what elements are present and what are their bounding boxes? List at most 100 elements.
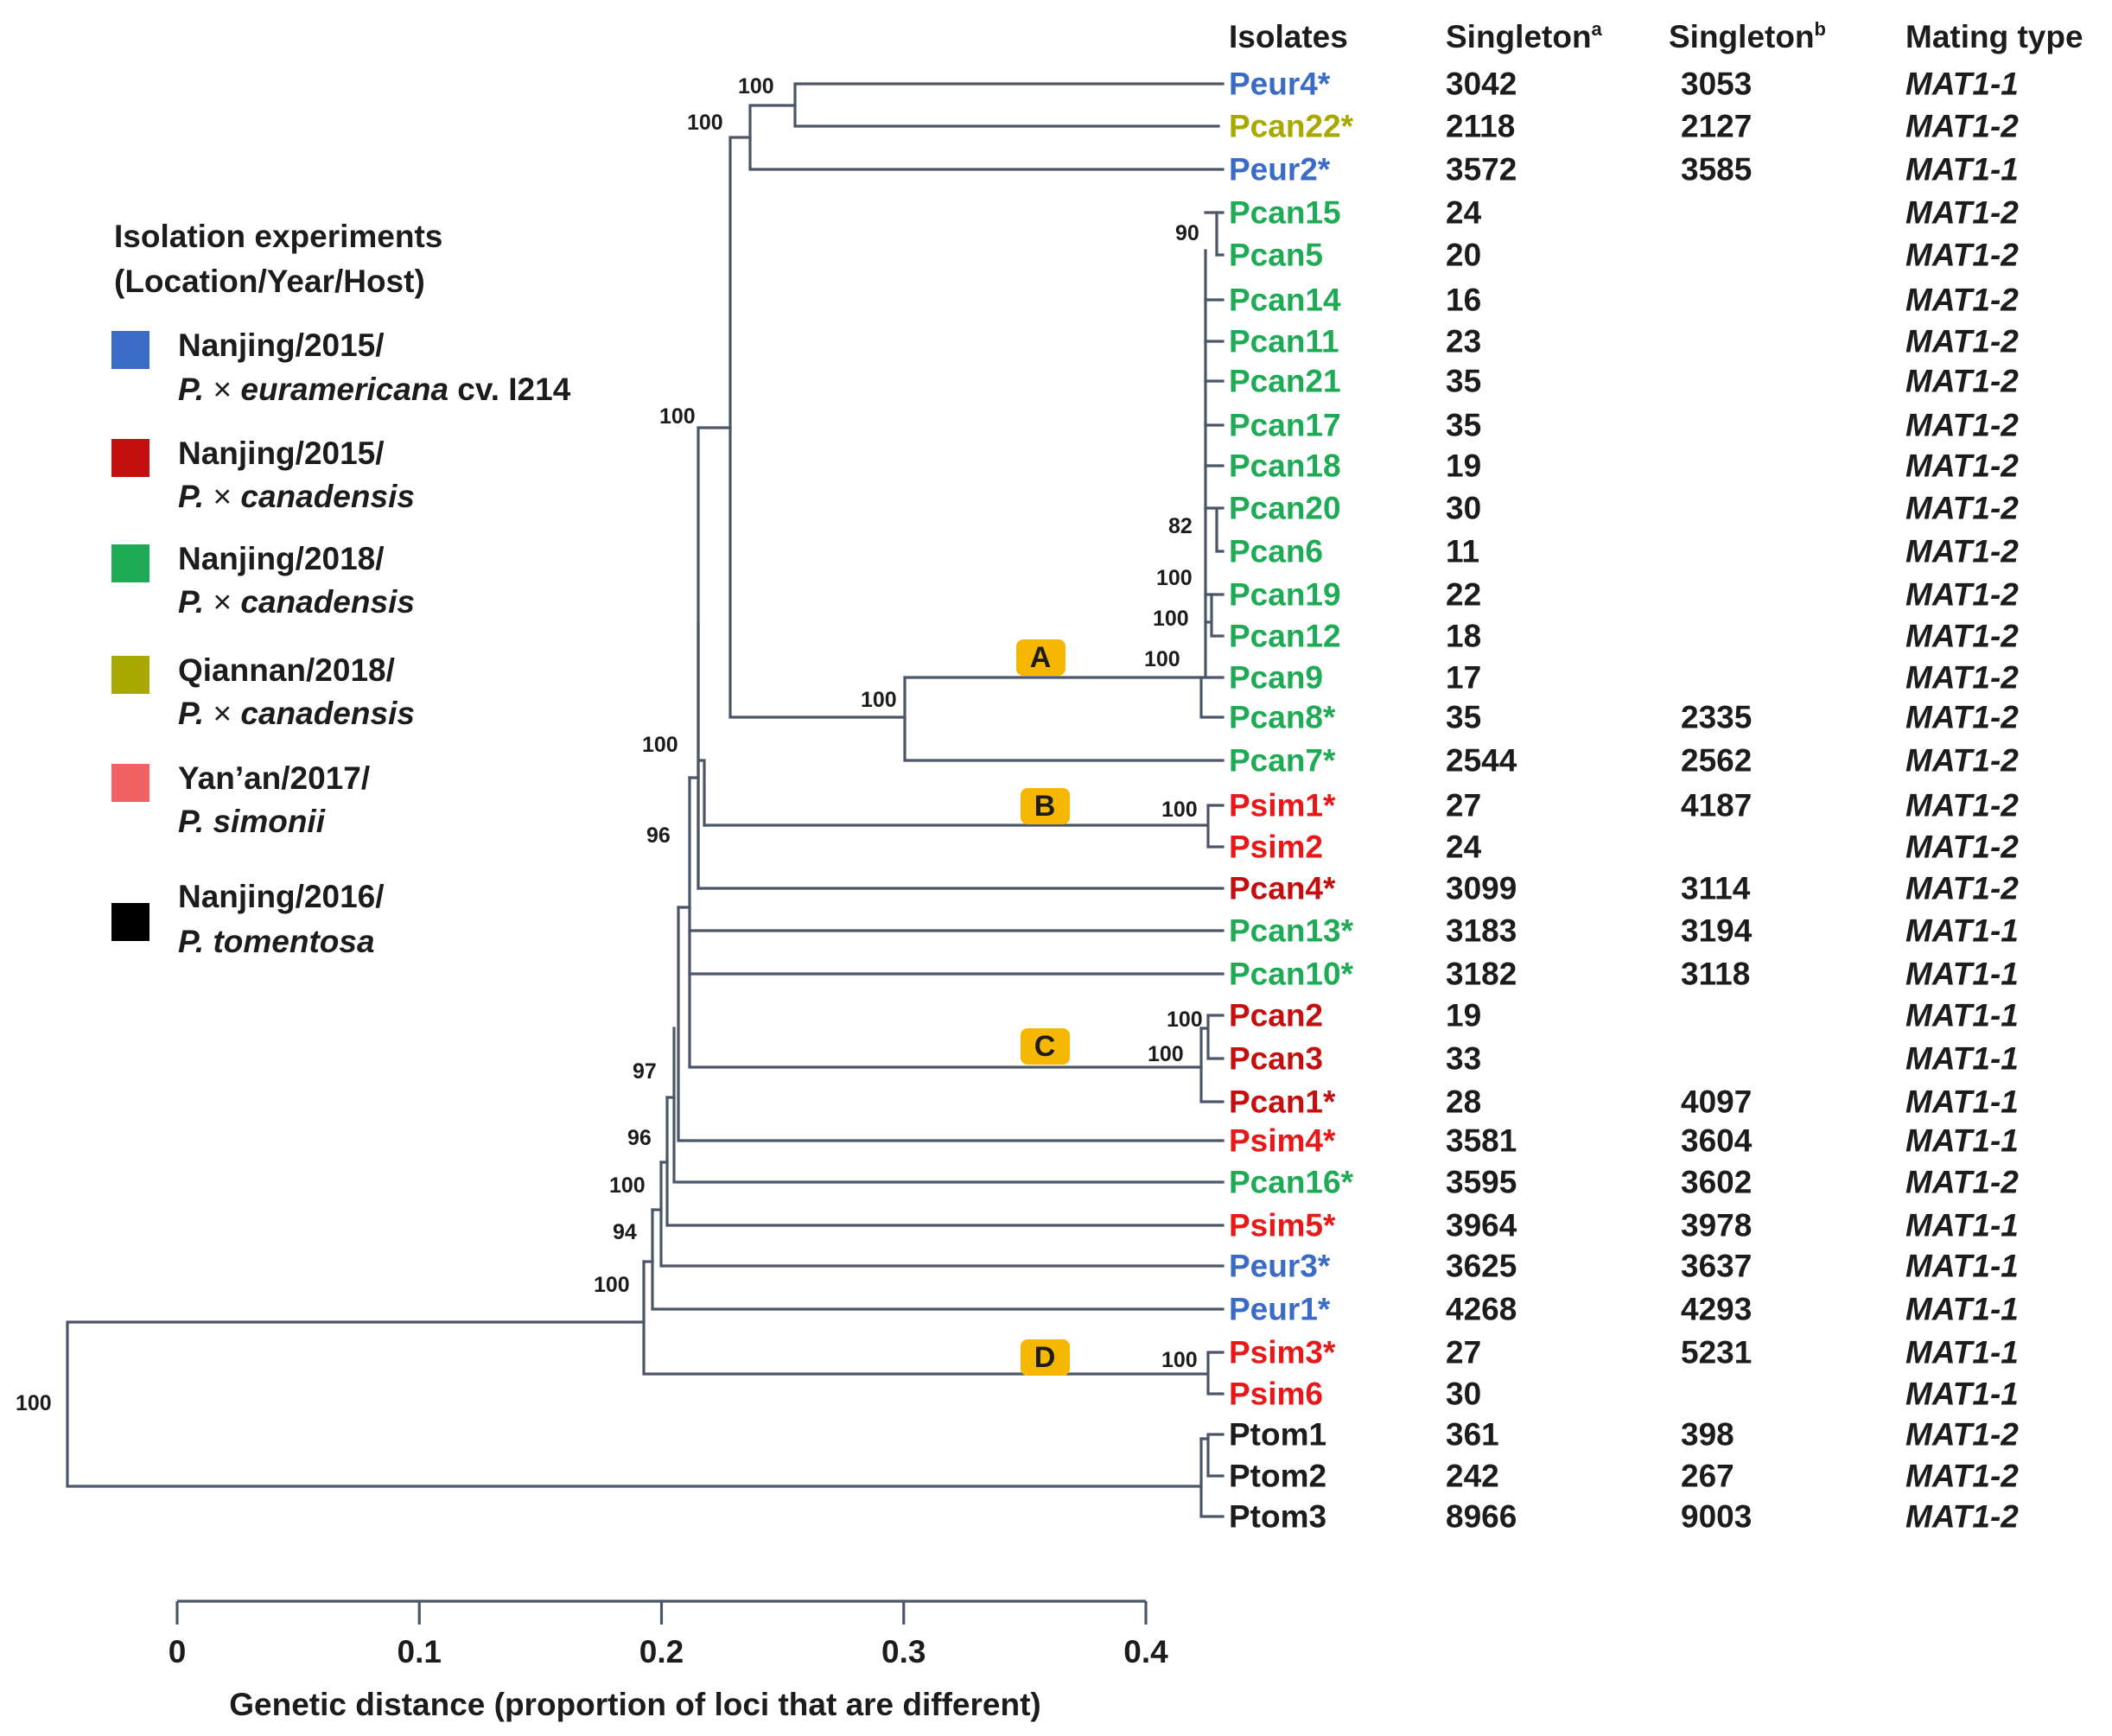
branch: [677, 906, 1225, 1142]
support-value: 97: [633, 1059, 657, 1084]
isolate-label: Pcan3: [1229, 1041, 1323, 1077]
singleton-a-value: 3581: [1446, 1123, 1517, 1159]
singleton-b-value: 9003: [1681, 1499, 1752, 1535]
isolate-row: Pcan9 17 MAT1-2: [1229, 660, 2019, 696]
singleton-a-value: 30: [1446, 491, 1481, 526]
mating-type-value: MAT1-2: [1905, 743, 2019, 779]
singleton-b-value: 3978: [1681, 1208, 1752, 1243]
mating-type-value: MAT1-2: [1905, 491, 2019, 526]
mating-type-value: MAT1-2: [1905, 1499, 2019, 1535]
isolate-row: Pcan13* 3183 3194 MAT1-1: [1229, 913, 2019, 949]
isolate-row: Psim3* 27 5231 MAT1-1: [1229, 1335, 2019, 1370]
isolate-label: Ptom2: [1229, 1459, 1326, 1494]
isolate-row: Peur4* 3042 3053 MAT1-1: [1229, 67, 2019, 102]
singleton-a-value: 19: [1446, 448, 1481, 484]
singleton-b-value: 267: [1681, 1459, 1734, 1494]
legend-swatch: [111, 764, 149, 802]
singleton-b-value: 2562: [1681, 743, 1752, 779]
isolate-label: Psim5*: [1229, 1208, 1336, 1243]
isolate-label: Pcan12: [1229, 619, 1341, 654]
branch: [688, 972, 1203, 1069]
isolate-row: Peur3* 3625 3637 MAT1-1: [1229, 1249, 2019, 1284]
isolate-row: Pcan17 35 MAT1-2: [1229, 408, 2019, 443]
singleton-a-value: 3099: [1446, 871, 1517, 906]
branch: [665, 1096, 1225, 1227]
clade-label: D: [1034, 1341, 1056, 1374]
isolate-label: Pcan20: [1229, 491, 1341, 526]
singleton-a-value: 8966: [1446, 1499, 1517, 1535]
isolate-label: Ptom1: [1229, 1417, 1326, 1453]
isolate-label: Ptom3: [1229, 1499, 1326, 1535]
isolate-label: Pcan9: [1229, 660, 1323, 696]
mating-type-value: MAT1-2: [1905, 1459, 2019, 1494]
branch: [903, 676, 1225, 762]
support-value: 82: [1168, 514, 1193, 538]
header-singleton-a: Singletona: [1446, 18, 1603, 54]
clade-box: [1016, 639, 1066, 676]
axis-tick-label: 0: [169, 1634, 187, 1669]
isolate-row: Psim5* 3964 3978 MAT1-1: [1229, 1208, 2019, 1243]
singleton-b-value: 2127: [1681, 109, 1752, 144]
branch: [903, 676, 1225, 719]
isolate-row: Pcan21 35 MAT1-2: [1229, 364, 2019, 399]
isolate-row: Pcan5 20 MAT1-2: [1229, 238, 2019, 273]
isolate-row: Pcan14 16 MAT1-2: [1229, 283, 2019, 318]
support-value: 100: [16, 1391, 52, 1415]
clade-label: B: [1034, 790, 1056, 823]
axis-tick-label: 0.1: [398, 1634, 442, 1669]
mating-type-value: MAT1-2: [1905, 534, 2019, 569]
mating-type-value: MAT1-1: [1905, 1041, 2019, 1077]
singleton-a-value: 2544: [1446, 743, 1517, 779]
branch: [688, 929, 1225, 976]
support-values: 100 100 100 90 82 100 100 100 100 100 96…: [16, 74, 1203, 1415]
singleton-b-value: 3118: [1681, 957, 1750, 992]
legend-swatch: [111, 903, 149, 941]
header-singleton-b: Singletonb: [1669, 18, 1826, 54]
legend-item-line1: Qiannan/2018/: [178, 652, 395, 688]
isolate-rows: Peur4* 3042 3053 MAT1-1 Pcan22* 2118 2127 MAT1-…: [1229, 67, 2019, 1535]
legend-item-line1: Yan’an/2017/: [178, 760, 370, 796]
support-value: 100: [659, 404, 696, 429]
isolate-row: Pcan16* 3595 3602 MAT1-2: [1229, 1165, 2019, 1200]
singleton-a-value: 3595: [1446, 1165, 1517, 1200]
isolate-label: Psim4*: [1229, 1123, 1336, 1159]
isolate-row: Ptom2 242 267 MAT1-2: [1229, 1459, 2019, 1494]
singleton-b-value: 3114: [1681, 871, 1751, 906]
isolate-label: Pcan4*: [1229, 871, 1336, 906]
clade-box: [1021, 788, 1070, 824]
support-value: 100: [1156, 566, 1193, 590]
singleton-b-value: 4187: [1681, 788, 1752, 823]
legend-swatch: [111, 331, 149, 369]
isolate-label: Pcan2: [1229, 998, 1323, 1033]
support-value: 100: [1167, 1008, 1203, 1032]
mating-type-value: MAT1-1: [1905, 1123, 2019, 1159]
branch: [1199, 1433, 1225, 1478]
clade-marker-c: C: [1021, 1028, 1070, 1065]
singleton-a-value: 4268: [1446, 1292, 1517, 1327]
branch: [1199, 1027, 1225, 1103]
singleton-a-value: 3625: [1446, 1249, 1517, 1284]
mating-type-value: MAT1-1: [1905, 67, 2019, 102]
singleton-a-value: 3572: [1446, 152, 1517, 188]
mating-type-value: MAT1-1: [1905, 1377, 2019, 1412]
singleton-a-value: 35: [1446, 364, 1481, 399]
support-value: 100: [1161, 1348, 1198, 1372]
singleton-a-value: 30: [1446, 1377, 1481, 1412]
isolate-row: Psim2 24 MAT1-2: [1229, 830, 2019, 865]
singleton-a-value: 16: [1446, 283, 1481, 318]
singleton-a-value: 361: [1446, 1417, 1499, 1453]
mating-type-value: MAT1-2: [1905, 619, 2019, 654]
singleton-b-value: 3637: [1681, 1249, 1752, 1284]
mating-type-value: MAT1-2: [1905, 195, 2019, 231]
isolate-row: Pcan15 24 MAT1-2: [1229, 195, 2019, 231]
isolate-row: Peur2* 3572 3585 MAT1-1: [1229, 152, 2019, 188]
isolate-label: Pcan5: [1229, 238, 1323, 273]
isolate-label: Pcan1*: [1229, 1084, 1336, 1120]
support-value: 100: [687, 111, 723, 135]
branch: [1215, 211, 1225, 257]
clade-marker-d: D: [1021, 1339, 1070, 1376]
mating-type-value: MAT1-2: [1905, 324, 2019, 359]
header-mating-type: Mating type: [1905, 19, 2083, 54]
isolate-row: Pcan22* 2118 2127 MAT1-2: [1229, 109, 2019, 144]
mating-type-value: MAT1-2: [1905, 283, 2019, 318]
